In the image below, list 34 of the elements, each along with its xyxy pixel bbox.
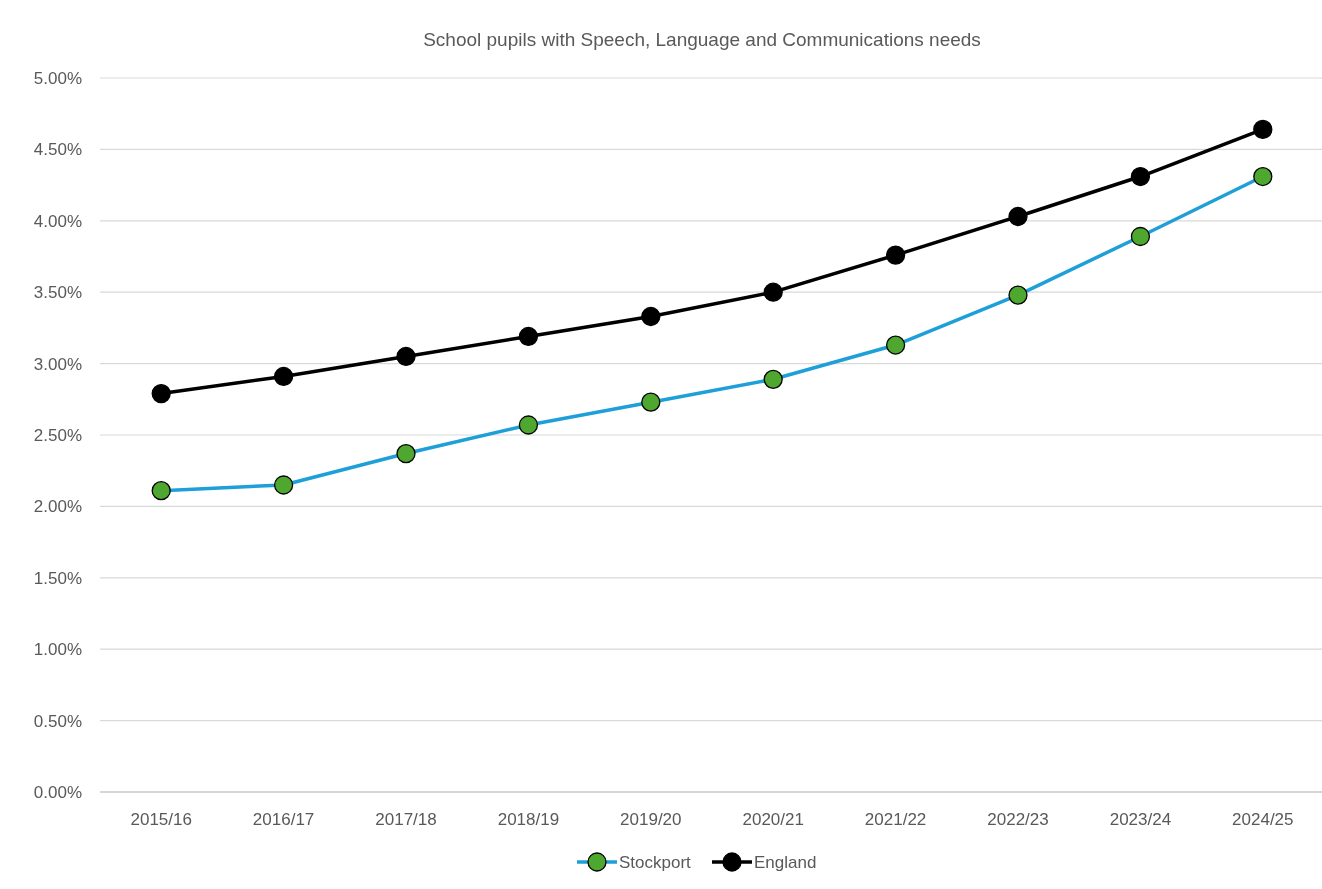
y-tick-label: 4.00% bbox=[33, 211, 82, 231]
y-tick-label: 2.50% bbox=[33, 425, 82, 445]
x-tick-label: 2016/17 bbox=[252, 810, 315, 829]
point bbox=[1130, 166, 1151, 187]
x-tick-label: 2020/21 bbox=[742, 810, 804, 829]
chart-title: School pupils with Speech, Language and Communications needs bbox=[423, 29, 981, 50]
point bbox=[396, 346, 416, 367]
y-tick-label: 3.50% bbox=[33, 283, 82, 303]
x-tick-label: 2019/20 bbox=[620, 810, 682, 829]
x-tick-label: 2015/16 bbox=[130, 810, 192, 829]
y-tick-label: 0.50% bbox=[33, 711, 82, 731]
y-tick-label: 3.00% bbox=[33, 354, 82, 374]
x-tick-label: 2018/19 bbox=[497, 810, 560, 829]
point bbox=[518, 326, 539, 347]
y-tick-label: 0.00% bbox=[33, 782, 82, 802]
y-tick-label: 5.00% bbox=[33, 68, 82, 88]
x-tick-label: 2017/18 bbox=[375, 810, 437, 829]
point bbox=[273, 366, 294, 387]
legend-label: England bbox=[754, 852, 817, 872]
point bbox=[151, 383, 171, 404]
y-tick-label: 2.00% bbox=[33, 497, 82, 517]
legend-label: Stockport bbox=[619, 852, 692, 872]
x-tick-label: 2021/22 bbox=[864, 810, 927, 829]
point bbox=[1253, 119, 1273, 140]
x-tick-label: 2023/24 bbox=[1109, 810, 1172, 829]
point bbox=[763, 282, 783, 302]
y-tick-label: 1.00% bbox=[33, 640, 82, 660]
point bbox=[1008, 206, 1028, 227]
y-tick-label: 4.50% bbox=[33, 140, 82, 160]
point bbox=[885, 245, 906, 265]
point bbox=[641, 306, 661, 327]
y-tick-label: 1.50% bbox=[33, 568, 82, 588]
x-tick-label: 2022/23 bbox=[987, 810, 1049, 829]
x-tick-label: 2024/25 bbox=[1232, 810, 1294, 829]
